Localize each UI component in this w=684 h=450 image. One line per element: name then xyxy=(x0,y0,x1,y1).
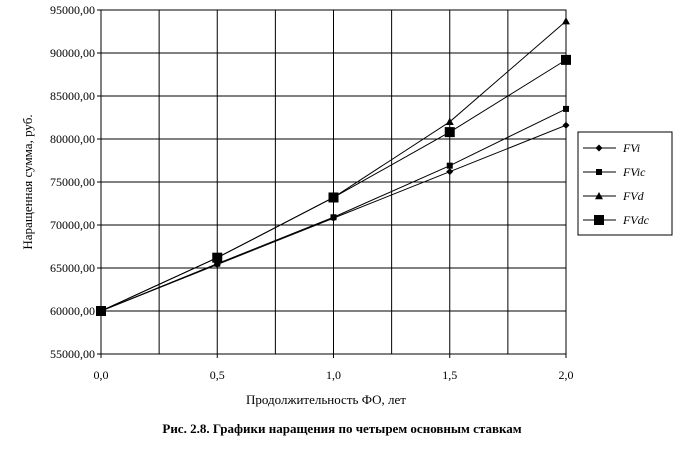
y-axis-title: Наращенная сумма, руб. xyxy=(20,114,35,249)
legend-marker-fvd xyxy=(595,192,603,200)
point-fvi xyxy=(562,121,570,129)
point-fvi xyxy=(446,168,454,176)
x-tick-label: 0,0 xyxy=(94,368,109,382)
point-fvic xyxy=(214,260,221,267)
point-fvic xyxy=(330,214,337,221)
legend-label-fvi: FVi xyxy=(622,141,640,155)
legend-label-fvdc: FVdc xyxy=(622,213,650,227)
point-fvdc xyxy=(444,127,455,138)
chart: 55000,00 60000,00 65000,00 70000,00 75000,00… xyxy=(20,3,673,407)
x-tick-label: 1,5 xyxy=(442,368,457,382)
point-fvic xyxy=(563,105,569,112)
x-tick-label: 2,0 xyxy=(559,368,574,382)
y-tick-label: 90000,00 xyxy=(50,46,95,60)
legend-box xyxy=(577,131,673,236)
y-tick-label: 80000,00 xyxy=(50,132,95,146)
series-group xyxy=(96,17,571,316)
point-fvd xyxy=(445,117,454,125)
x-axis-title: Продолжительность ФО, лет xyxy=(246,392,406,407)
figure-caption: Рис. 2.8. Графики наращения по четырем о… xyxy=(162,421,522,436)
x-tick-label: 1,0 xyxy=(326,368,341,382)
point-fvd xyxy=(562,17,570,25)
y-tick-label: 65000,00 xyxy=(50,261,95,275)
point-fvic xyxy=(446,162,453,169)
tick-labels: 55000,00 60000,00 65000,00 70000,00 75000,00… xyxy=(50,3,574,382)
point-fvdc xyxy=(561,54,571,65)
legend: FVi FVic FVd FVdc xyxy=(577,131,673,236)
legend-marker-fvdc xyxy=(594,215,604,225)
y-tick-label: 55000,00 xyxy=(50,347,95,361)
legend-marker-fvi xyxy=(595,144,603,152)
y-tick-label: 75000,00 xyxy=(50,175,95,189)
legend-label-fvic: FVic xyxy=(622,165,646,179)
point-fvdc xyxy=(328,192,339,203)
point-fvdc xyxy=(96,306,106,316)
legend-marker-fvic xyxy=(596,169,602,175)
legend-label-fvd: FVd xyxy=(622,189,645,203)
grid xyxy=(100,9,567,355)
y-tick-label: 70000,00 xyxy=(50,218,95,232)
plot-border xyxy=(100,9,567,355)
x-tick-label: 0,5 xyxy=(210,368,225,382)
y-tick-label: 60000,00 xyxy=(50,304,95,318)
axes xyxy=(97,9,567,358)
point-fvdc xyxy=(212,252,223,263)
y-tick-label: 95000,00 xyxy=(50,3,95,17)
y-tick-label: 85000,00 xyxy=(50,89,95,103)
